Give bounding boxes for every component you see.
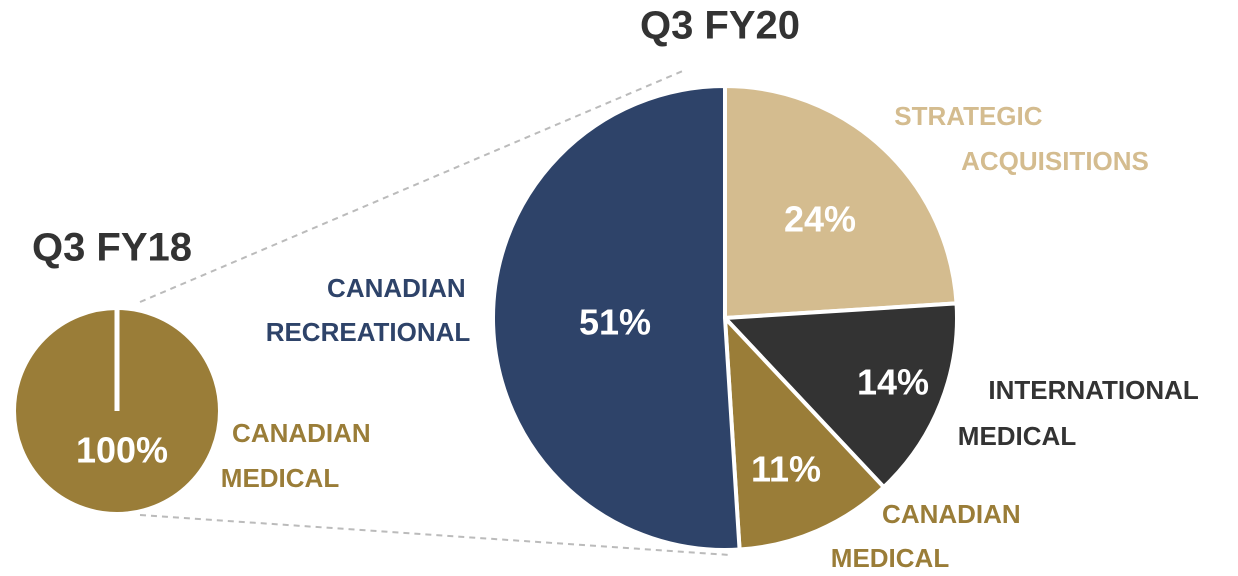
pie-slice: [720, 301, 959, 490]
label-line: STRATEGIC: [894, 101, 1050, 131]
category-label: CANADIAN RECREATIONAL: [266, 273, 473, 347]
label-line: RECREATIONAL: [266, 317, 471, 347]
value-label: 11%: [751, 449, 821, 490]
pie-slice: [490, 83, 742, 552]
label-line: ACQUISITIONS: [961, 146, 1149, 176]
pie-slice: [722, 312, 887, 552]
value-label: 100%: [76, 430, 168, 471]
chart-title: Q3 FY20: [640, 4, 800, 48]
label-line: CANADIAN: [882, 499, 1028, 529]
label-line: CANADIAN: [327, 273, 473, 303]
chart-title: Q3 FY18: [32, 226, 192, 270]
label-line: MEDICAL: [221, 463, 340, 493]
value-label: 24%: [784, 199, 856, 240]
label-line: INTERNATIONAL: [988, 375, 1205, 405]
category-label: STRATEGIC ACQUISITIONS: [894, 101, 1149, 176]
category-label: INTERNATIONAL MEDICAL: [958, 375, 1206, 451]
label-line: MEDICAL: [831, 543, 950, 573]
value-label: 14%: [857, 362, 929, 403]
category-label: CANADIAN MEDICAL: [221, 418, 378, 493]
label-line: MEDICAL: [958, 421, 1077, 451]
pie-slice: [723, 83, 959, 321]
value-label: 51%: [579, 302, 651, 343]
label-line: CANADIAN: [232, 418, 378, 448]
category-label: CANADIAN MEDICAL: [831, 499, 1028, 573]
